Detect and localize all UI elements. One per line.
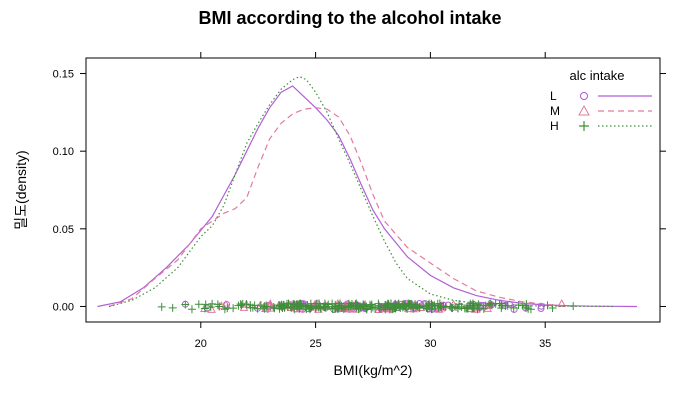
rug-point-h bbox=[401, 302, 410, 311]
rug-point-h bbox=[486, 299, 495, 308]
rug-point-h bbox=[441, 302, 450, 311]
rug-point-h bbox=[292, 300, 301, 309]
rug-point-h bbox=[284, 299, 293, 308]
rug-point-h bbox=[242, 300, 251, 309]
y-tick-label: 0.00 bbox=[53, 301, 74, 313]
rug-point-h bbox=[394, 299, 403, 308]
rug-point-h bbox=[409, 303, 418, 312]
legend-label-h: H bbox=[550, 119, 559, 133]
rug-point-h bbox=[157, 302, 166, 311]
rug-point-h bbox=[457, 302, 466, 311]
rug-point-h bbox=[422, 303, 431, 312]
chart-title: BMI according to the alcohol intake bbox=[198, 8, 501, 28]
rug-point-h bbox=[405, 300, 414, 309]
rug-point-h bbox=[463, 303, 472, 312]
rug-point-h bbox=[374, 299, 383, 308]
legend-title: alc intake bbox=[570, 68, 625, 83]
rug-point-h bbox=[331, 303, 340, 312]
rug-point-h bbox=[213, 300, 222, 309]
rug-point-h bbox=[521, 303, 530, 312]
rug-point-h bbox=[260, 304, 269, 313]
legend-marker-h bbox=[579, 121, 589, 131]
rug-point-h bbox=[201, 300, 210, 309]
rug-point-h bbox=[307, 302, 316, 311]
rug-point-h bbox=[283, 302, 292, 311]
rug-point-h bbox=[475, 304, 484, 313]
rug-point-h bbox=[433, 299, 442, 308]
rug-point-h bbox=[391, 304, 400, 313]
rug-point-h bbox=[509, 303, 518, 312]
rug-point-h bbox=[453, 304, 462, 313]
legend-label-l: L bbox=[550, 89, 557, 103]
density-line-l bbox=[97, 85, 638, 308]
rug-point-h bbox=[481, 301, 490, 310]
rug-point-h bbox=[269, 303, 278, 312]
rug-point-h bbox=[321, 302, 330, 311]
y-tick-label: 0.10 bbox=[53, 146, 74, 158]
rug-point-m bbox=[266, 300, 275, 309]
rug-point-h bbox=[428, 305, 437, 314]
rug-point-l bbox=[537, 304, 545, 312]
x-tick-label: 25 bbox=[309, 338, 321, 350]
rug-point-h bbox=[220, 305, 229, 314]
y-axis-label: 밀도(density) bbox=[13, 150, 29, 229]
rug-point-h bbox=[206, 303, 215, 312]
rug-point-h bbox=[374, 301, 383, 310]
rug-point-h bbox=[434, 304, 443, 313]
rug-point-h bbox=[311, 304, 320, 313]
rug-point-h bbox=[187, 305, 196, 314]
rug-point-h bbox=[229, 304, 238, 313]
rug-point-h bbox=[306, 299, 315, 308]
rug-point-h bbox=[337, 301, 346, 310]
rug-point-h bbox=[256, 301, 265, 310]
legend-label-m: M bbox=[550, 104, 560, 118]
rug-point-h bbox=[362, 305, 371, 314]
rug-point-h bbox=[402, 305, 411, 314]
rug-point-h bbox=[181, 300, 190, 309]
x-tick-label: 20 bbox=[195, 338, 207, 350]
rug-point-h bbox=[297, 301, 306, 310]
density-line-h bbox=[108, 75, 615, 308]
rug-point-h bbox=[248, 303, 257, 312]
rug-point-h bbox=[497, 304, 506, 313]
rug-point-h bbox=[289, 300, 298, 309]
rug-point-h bbox=[330, 304, 339, 313]
rug-point-h bbox=[381, 305, 390, 314]
y-tick-label: 0.15 bbox=[53, 69, 74, 81]
rug-point-h bbox=[336, 299, 345, 308]
rug-point-h bbox=[351, 302, 360, 311]
rug-point-h bbox=[194, 300, 203, 309]
x-axis-label: BMI(kg/m^2) bbox=[334, 362, 413, 378]
rug-point-m bbox=[207, 304, 216, 313]
rug-point-h bbox=[474, 300, 483, 309]
rug-point-h bbox=[367, 304, 376, 313]
x-tick-label: 35 bbox=[539, 338, 551, 350]
rug-point-h bbox=[276, 301, 285, 310]
rug-point-h bbox=[168, 303, 177, 312]
rug-point-h bbox=[526, 305, 535, 314]
rug-point-h bbox=[200, 304, 209, 313]
legend-marker-m bbox=[578, 104, 590, 116]
legend-marker-l bbox=[580, 92, 588, 100]
rug-point-m bbox=[557, 298, 567, 308]
rug-point-h bbox=[315, 299, 324, 308]
rug-point-h bbox=[383, 299, 392, 308]
rug-point-h bbox=[234, 301, 243, 310]
plot-frame bbox=[85, 57, 661, 323]
rug-point-h bbox=[365, 300, 374, 309]
y-tick-label: 0.05 bbox=[53, 224, 74, 236]
density-line-m bbox=[108, 107, 569, 308]
x-tick-label: 30 bbox=[424, 338, 436, 350]
rug-point-h bbox=[383, 301, 392, 310]
